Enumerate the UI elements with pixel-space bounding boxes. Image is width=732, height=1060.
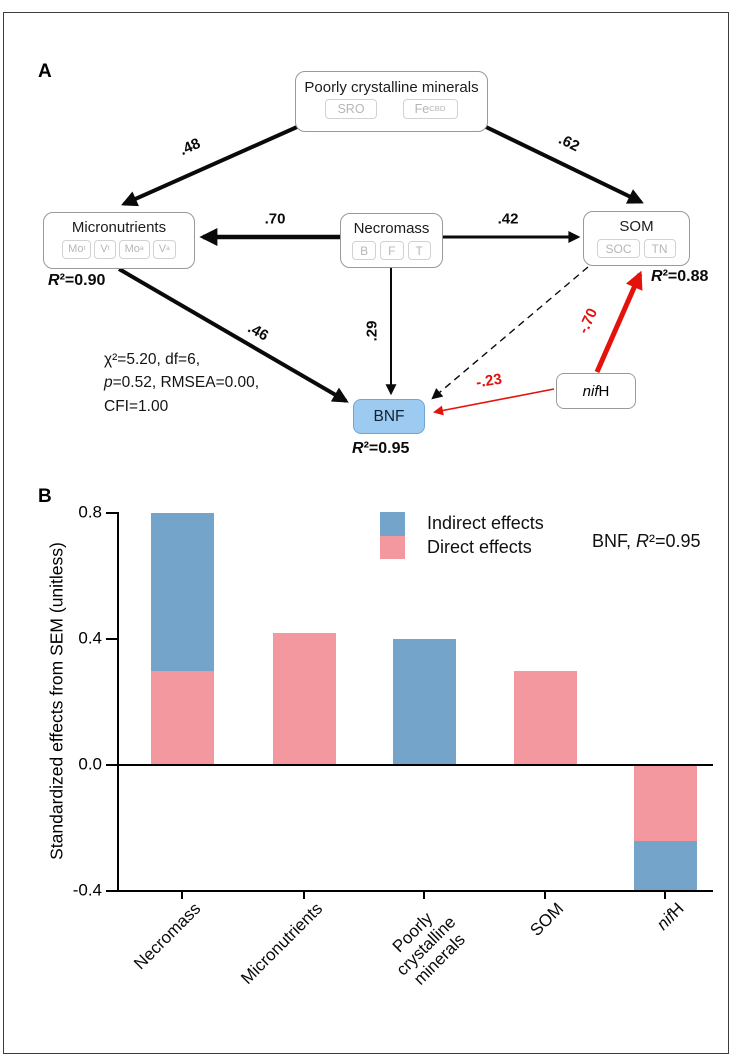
y-axis-tick (106, 763, 117, 767)
node-necromass: Necromass B F T (340, 213, 443, 268)
x-category-label: Poorly crystalline minerals (389, 908, 470, 989)
node-title: Poorly crystalline minerals (304, 79, 479, 96)
zero-line (116, 763, 713, 767)
indicator-row: SRO Fe CBD (325, 99, 458, 119)
r2-bnf: R²=0.95 (352, 440, 410, 457)
y-axis-label: Standardized effects from SEM (unitless) (46, 542, 67, 860)
indicator-row: B F T (352, 241, 431, 260)
y-tick-label: 0.0 (78, 754, 102, 774)
y-axis-tick (106, 511, 117, 515)
x-axis (116, 889, 713, 893)
node-nifh: nifH (556, 373, 636, 409)
node-title: Necromass (353, 220, 430, 237)
node-title: SOM (619, 218, 654, 235)
panel-b-label: B (38, 486, 52, 507)
bar-segment (150, 513, 214, 671)
legend-item-direct: Direct effects (380, 535, 544, 559)
node-bnf: BNF (353, 399, 425, 434)
indicator-tn: TN (643, 239, 676, 258)
indirect-effects-swatch (380, 512, 405, 536)
x-axis-tick (422, 891, 426, 899)
x-category-label: nifH (652, 899, 688, 934)
r2-micronutrients: R²=0.90 (48, 272, 106, 289)
legend-item-indirect: Indirect effects (380, 512, 544, 536)
y-axis-tick (106, 889, 117, 893)
bar-segment (633, 765, 697, 841)
y-tick-label: 0.8 (78, 502, 102, 522)
panel-a-label: A (38, 61, 52, 82)
bar-segment (272, 632, 336, 765)
bar-segment (633, 840, 697, 891)
legend-label-indirect: Indirect effects (427, 513, 544, 534)
bar-segment (392, 639, 456, 765)
x-category-label: SOM (526, 899, 568, 940)
indicator-soc: SOC (597, 239, 640, 258)
indicator-fecbd: Fe CBD (402, 99, 458, 119)
bar-segment (513, 670, 577, 765)
indicator-t: T (407, 241, 431, 260)
indicator-b: B (352, 241, 377, 260)
indicator-mo-t: Mo t (62, 240, 92, 259)
node-poorly-crystalline-minerals: Poorly crystalline minerals SRO Fe CBD (295, 71, 488, 132)
figure-border (3, 12, 729, 1054)
fit-statistics: χ²=5.20, df=6, p=0.52, RMSEA=0.00, CFI=1… (104, 348, 259, 418)
fit-line-2: p=0.52, RMSEA=0.00, (104, 374, 260, 392)
x-axis-tick (663, 891, 667, 899)
y-tick-label: 0.4 (78, 628, 102, 648)
y-axis (116, 512, 120, 891)
node-som: SOM SOC TN (583, 211, 690, 266)
y-tick-label: -0.4 (72, 880, 102, 900)
direct-effects-swatch (380, 535, 405, 559)
indicator-f: F (380, 241, 404, 260)
x-axis-tick (543, 891, 547, 899)
bar-segment (150, 670, 214, 765)
node-title: nifH (582, 382, 610, 400)
fit-line-1: χ²=5.20, df=6, (104, 351, 201, 368)
x-axis-tick (180, 891, 184, 899)
node-title: BNF (373, 407, 405, 425)
r2-som: R²=0.88 (651, 268, 709, 285)
indicator-sro: SRO (325, 99, 377, 119)
chart-annotation: BNF, R²=0.95 (592, 531, 701, 551)
fit-line-3: CFI=1.00 (104, 397, 169, 415)
chart-legend: Indirect effects Direct effects (380, 512, 544, 559)
indicator-row: SOC TN (597, 239, 676, 258)
path-coef-necromass-micronutrients: .70 (264, 210, 286, 228)
x-category-label: Micronutrients (237, 899, 327, 988)
x-axis-tick (302, 891, 306, 899)
node-title: Micronutrients (71, 219, 167, 236)
legend-label-direct: Direct effects (427, 536, 532, 557)
x-category-label: Necromass (130, 899, 205, 974)
path-coef-necromass-som: .42 (497, 210, 519, 228)
indicator-mo-a: Mo a (118, 240, 150, 259)
y-axis-tick (106, 637, 117, 641)
